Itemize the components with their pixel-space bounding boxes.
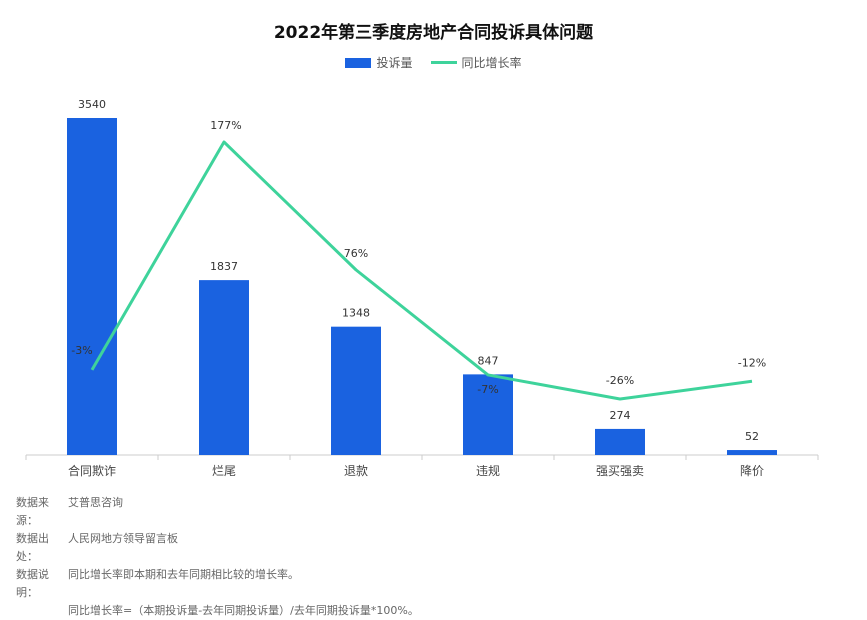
note-description: 数据说明： 同比增长率即本期和去年同期相比较的增长率。	[16, 566, 419, 602]
rate-value-label: -7%	[477, 383, 498, 396]
bar[interactable]	[67, 118, 117, 455]
note-origin-value: 人民网地方领导留言板	[68, 532, 178, 545]
rate-value-label: -3%	[71, 344, 92, 357]
note-source: 数据来源： 艾普思咨询	[16, 494, 419, 530]
note-source-label: 数据来源：	[16, 496, 49, 527]
bar-value-label: 52	[745, 430, 759, 443]
rate-value-label: -12%	[738, 356, 766, 369]
note-formula: 同比增长率=（本期投诉量-去年同期投诉量）/去年同期投诉量*100%。	[68, 604, 419, 617]
x-tick-label: 烂尾	[212, 464, 236, 478]
x-tick-label: 合同欺诈	[68, 463, 116, 478]
x-tick-label: 退款	[344, 464, 368, 478]
bar[interactable]	[595, 428, 645, 455]
bar[interactable]	[331, 326, 381, 455]
x-tick-label: 降价	[740, 464, 764, 478]
bar-value-label: 847	[478, 354, 499, 367]
note-source-value: 艾普思咨询	[68, 496, 123, 509]
note-origin-label: 数据出处：	[16, 532, 49, 563]
bar[interactable]	[727, 450, 777, 455]
chart-notes: 数据来源： 艾普思咨询 数据出处： 人民网地方领导留言板 数据说明： 同比增长率…	[16, 494, 419, 620]
legend-line-swatch	[430, 61, 457, 64]
growth-rate-line	[90, 140, 753, 401]
legend-bar-label: 投诉量	[376, 56, 413, 70]
legend-line-label: 同比增长率	[461, 56, 522, 70]
rate-value-label: 76%	[344, 247, 368, 260]
rate-value-label: 177%	[210, 119, 241, 132]
bar-value-label: 3540	[78, 98, 106, 111]
note-desc-value: 同比增长率即本期和去年同期相比较的增长率。	[68, 568, 299, 581]
x-tick-label: 违规	[476, 463, 500, 478]
note-origin: 数据出处： 人民网地方领导留言板	[16, 530, 419, 566]
legend-item-line[interactable]: 同比增长率	[430, 54, 522, 71]
chart-plot: 3540 合同欺诈 1837 烂尾 1348 退款 847 违规 274 强买强卖 52 降价 -3% 1…	[25, 98, 819, 478]
note-desc-label: 数据说明：	[16, 568, 49, 599]
bar-value-label: 1348	[342, 307, 370, 320]
bar[interactable]	[199, 280, 249, 455]
bar-value-label: 274	[610, 409, 631, 422]
legend-bar-swatch	[345, 57, 372, 68]
chart-legend: 投诉量 同比增长率	[0, 54, 867, 71]
bar[interactable]	[463, 374, 513, 455]
chart-title: 2022年第三季度房地产合同投诉具体问题	[273, 23, 594, 43]
x-tick-label: 强买强卖	[596, 464, 644, 478]
legend-item-bar[interactable]: 投诉量	[345, 54, 413, 71]
bar-value-label: 1837	[210, 260, 238, 273]
rate-value-label: -26%	[606, 374, 634, 387]
